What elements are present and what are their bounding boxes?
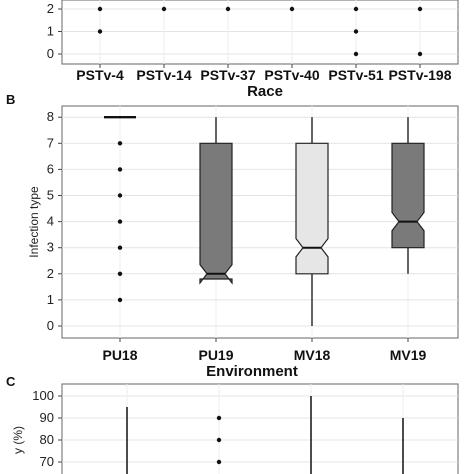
panel-b-outlier	[117, 219, 123, 224]
panel-b-xtick-label: PU19	[198, 347, 233, 363]
panel-c-yticks: 70 80 90 100	[32, 388, 62, 469]
panel-a-yticks: 0 1 2	[47, 1, 62, 61]
panel-b-outlier	[117, 167, 123, 172]
panel-b-boxes	[104, 115, 425, 326]
panel-b-outlier	[117, 271, 123, 276]
panel-b-outlier	[117, 141, 123, 146]
panel-a-points	[97, 6, 423, 57]
panel-c-point	[216, 415, 222, 421]
panel-c-ylabel-fragment: y (%)	[11, 426, 25, 454]
panel-a-xtick-label: PSTv-198	[388, 67, 451, 83]
panel-a-xtick-label: PSTv-14	[136, 67, 191, 83]
panel-a-point	[353, 29, 359, 34]
panel-c-frame	[61, 383, 459, 474]
panel-a: 012 PSTv-4 PSTv-14 PSTv-37 PSTv-40 PSTv-51 PS…	[47, 0, 459, 100]
panel-a-point	[417, 6, 423, 12]
panel-a-xtick-label: PSTv-37	[200, 67, 255, 83]
panel-a-point	[161, 6, 167, 12]
panel-a-xlabel: Race	[247, 83, 283, 100]
panel-b-xticks: PU18 PU19 MV18 MV19	[102, 338, 426, 363]
panel-b-outlier	[117, 245, 123, 250]
panel-b-ytick-label: 7	[47, 135, 54, 150]
panel-b-ylabel: Infection type	[27, 186, 41, 258]
panel-b-label: B	[6, 92, 15, 107]
panel-a-ytick-label: 0	[47, 46, 54, 61]
panel-a-xticks: PSTv-4 PSTv-14 PSTv-37 PSTv-40 PSTv-51 PSTv-1…	[76, 64, 452, 83]
panel-c-label: C	[6, 374, 16, 389]
panel-c-point	[216, 459, 222, 465]
panel-b-ytick-label: 5	[47, 188, 54, 203]
panel-c-point	[216, 437, 222, 443]
panel-b-xtick-label: MV19	[390, 347, 427, 363]
panel-c-ytick-label: 100	[32, 388, 54, 403]
panel-a-xtick-label: PSTv-40	[264, 67, 319, 83]
panel-a-point	[97, 6, 103, 12]
panel-b-ytick-label: 3	[47, 240, 54, 255]
panel-c-ytick-label: 80	[40, 432, 54, 447]
panel-b-ytick-label: 2	[47, 266, 54, 281]
panel-a-point	[353, 6, 359, 12]
panel-a-point	[353, 51, 359, 57]
panel-b-ytick-label: 4	[47, 214, 54, 229]
panel-a-point	[289, 6, 295, 12]
panel-b-xtick-label: PU18	[102, 347, 137, 363]
panel-a-point	[97, 29, 103, 34]
panel-a-point	[225, 6, 231, 12]
panel-c: C 70 80 90 100 y (%)	[6, 374, 459, 474]
panel-b: B 0 1 2 3 4 5 6 7 8 PU18 PU19 MV18 MV19 Environment…	[6, 92, 459, 380]
panel-b-box	[295, 142, 329, 275]
panel-a-point	[417, 51, 423, 57]
panel-b-ytick-label: 6	[47, 161, 54, 176]
panel-b-xtick-label: MV18	[294, 347, 331, 363]
panel-a-xtick-label: PSTv-51	[328, 67, 383, 83]
panel-c-ytick-label: 90	[40, 410, 54, 425]
panel-a-ytick-label: 2	[47, 1, 54, 16]
panel-c-marks	[126, 396, 404, 474]
panel-a-xtick-label: PSTv-4	[76, 67, 124, 83]
panel-b-outlier	[117, 193, 123, 198]
panel-a-ytick-label: 1	[47, 24, 54, 39]
panel-b-box	[391, 142, 425, 249]
panel-b-outlier	[117, 297, 123, 303]
panel-b-xlabel: Environment	[206, 363, 298, 380]
panel-b-ytick-label: 8	[47, 109, 54, 124]
panel-c-ytick-label: 70	[40, 454, 54, 469]
panel-b-yticks: 0 1 2 3 4 5 6 7 8	[47, 109, 62, 333]
panel-b-ytick-label: 0	[47, 318, 54, 333]
panel-b-box	[199, 142, 233, 285]
panel-b-ytick-label: 1	[47, 292, 54, 307]
